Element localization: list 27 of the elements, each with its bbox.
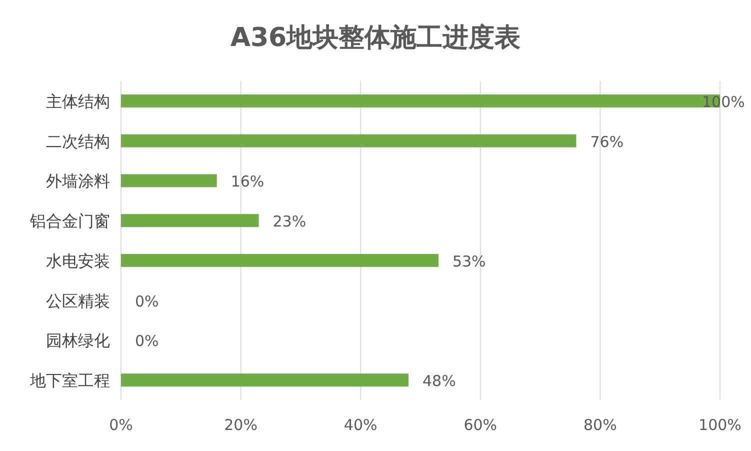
y-tick-label: 外墙涂料 [46, 172, 110, 191]
x-tick-label: 60% [464, 416, 498, 434]
bar [121, 254, 438, 267]
y-tick-label: 园林绿化 [46, 331, 110, 350]
data-label: 53% [452, 252, 486, 270]
data-label: 23% [272, 212, 306, 231]
y-tick-label: 公区精装 [46, 291, 110, 310]
bar [121, 374, 409, 387]
x-tick-label: 100% [698, 416, 742, 434]
data-label: 16% [230, 172, 264, 191]
x-tick-label: 0% [109, 416, 133, 434]
x-tick-label: 20% [224, 416, 258, 434]
bar [121, 174, 217, 188]
data-label: 0% [135, 332, 159, 350]
y-tick-label: 铝合金门窗 [29, 212, 110, 231]
y-tick-label: 二次结构 [46, 132, 110, 151]
data-label: 0% [135, 292, 159, 310]
bar [121, 214, 259, 228]
y-tick-label: 水电安装 [46, 251, 110, 270]
chart-title: A36地块整体施工进度表 [230, 23, 521, 53]
y-tick-label: 主体结构 [46, 92, 110, 111]
x-tick-label: 40% [344, 416, 378, 434]
y-tick-label: 地下室工程 [29, 371, 110, 390]
data-label: 76% [590, 132, 624, 151]
data-label: 48% [422, 372, 456, 390]
x-tick-label: 80% [584, 416, 617, 434]
bar [121, 134, 576, 148]
